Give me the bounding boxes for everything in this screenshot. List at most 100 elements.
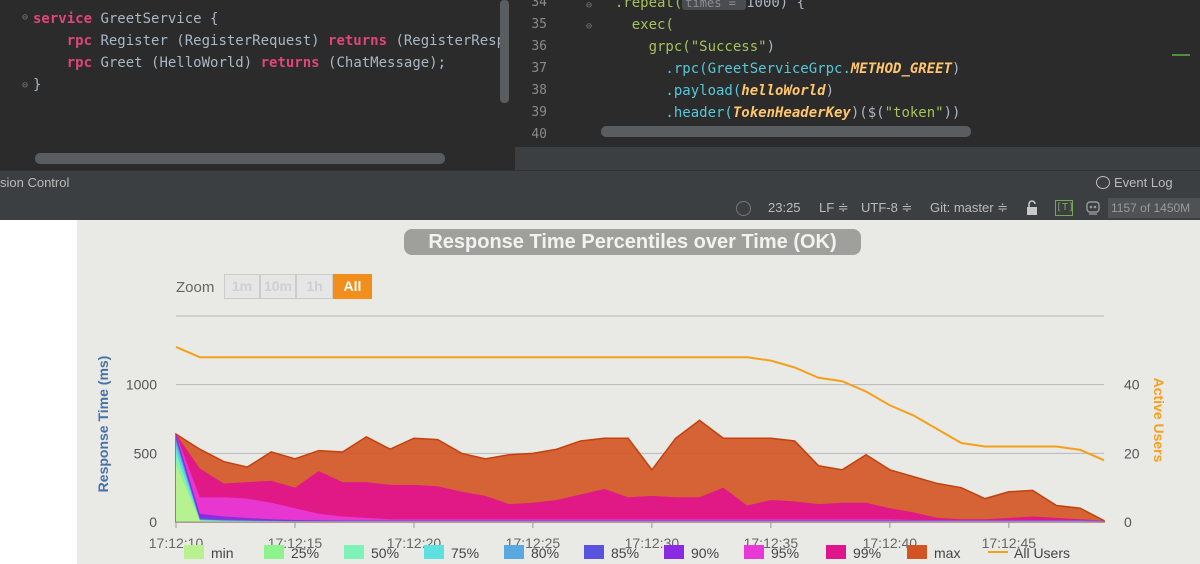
code-token: "Success" xyxy=(690,39,767,55)
scala-horizontal-scrollbar[interactable] xyxy=(601,126,971,137)
code-token: ) xyxy=(825,83,835,99)
code-token: GreetServiceGrpc. xyxy=(707,61,851,77)
code-token: ) xyxy=(952,61,961,77)
legend-swatch xyxy=(344,545,364,559)
proto-editor[interactable] xyxy=(0,0,515,170)
memory-indicator[interactable]: 1157 of 1450M xyxy=(1108,198,1200,218)
code-token: .payload( xyxy=(598,83,742,99)
code-token: METHOD_GREET xyxy=(850,61,953,77)
line-number: 38 xyxy=(531,83,547,98)
line-number: 35 xyxy=(531,17,547,32)
legend-swatch xyxy=(264,545,284,559)
encoding-selector[interactable]: UTF-8 ≑ xyxy=(861,200,913,215)
code-line[interactable]: } xyxy=(33,74,41,96)
y-tick-label: 500 xyxy=(134,445,158,461)
code-line[interactable]: .repeat(times = 1000) { xyxy=(598,0,805,14)
line-number: 36 xyxy=(531,39,547,54)
code-token: "token" xyxy=(884,105,944,121)
ide-window: service GreetService { rpc Register (Reg… xyxy=(0,0,1200,220)
proto-horizontal-scrollbar[interactable] xyxy=(35,153,445,164)
legend-label[interactable]: 80% xyxy=(531,545,559,561)
code-token: )($( xyxy=(850,105,885,121)
legend-label[interactable]: 75% xyxy=(451,545,479,561)
y2-axis-label: Active Users xyxy=(1151,378,1167,463)
y-tick-label: 0 xyxy=(149,514,157,530)
line-separator-selector[interactable]: LF ≑ xyxy=(819,200,849,215)
code-line[interactable]: .payload(helloWorld) xyxy=(598,80,834,102)
y2-tick-label: 0 xyxy=(1124,514,1132,530)
legend-swatch xyxy=(424,545,444,559)
line-number: 39 xyxy=(531,105,547,120)
code-line[interactable]: exec( xyxy=(598,14,674,36)
active-users-line xyxy=(175,345,1105,462)
legend-label[interactable]: 85% xyxy=(611,545,639,561)
legend-swatch xyxy=(744,545,764,559)
code-token: returns xyxy=(260,55,329,71)
legend-swatch xyxy=(826,545,846,559)
users-line[interactable] xyxy=(175,345,1105,462)
legend-label[interactable]: min xyxy=(211,545,234,561)
git-branch-selector[interactable]: Git: master ≑ xyxy=(930,200,1009,215)
code-token: Greet (HelloWorld) xyxy=(100,55,261,71)
zoom-button-1h[interactable]: 1h xyxy=(296,274,333,299)
legend: min 25% 50% 75% 80% 85% 90% 95% 99% max All Users xyxy=(184,545,1070,561)
code-token: .rpc( xyxy=(598,61,708,77)
y2-tick-label: 20 xyxy=(1124,445,1140,461)
code-token: TokenHeaderKey xyxy=(732,105,851,121)
inspection-icon[interactable] xyxy=(736,201,751,216)
series-area-99pct[interactable] xyxy=(176,434,1104,522)
percentile-areas xyxy=(175,419,1105,523)
legend-label[interactable]: 99% xyxy=(853,545,881,561)
proto-vertical-scrollbar[interactable] xyxy=(500,0,509,103)
series-area-95pct[interactable] xyxy=(176,434,1104,522)
code-line[interactable]: rpc Register (RegisterRequest) returns (… xyxy=(33,30,505,52)
code-token: .header( xyxy=(598,105,733,121)
legend-swatch xyxy=(184,545,204,559)
legend-swatch xyxy=(504,545,524,559)
code-token: grpc( xyxy=(598,39,691,55)
zoom-button-all[interactable]: All xyxy=(333,274,372,299)
zoom-label: Zoom xyxy=(176,279,215,296)
code-token: )) xyxy=(943,105,961,121)
code-line[interactable]: grpc("Success") xyxy=(598,36,775,58)
y-axis-label: Response Time (ms) xyxy=(95,356,111,493)
version-control-tab[interactable]: sion Control xyxy=(0,175,70,190)
code-token: helloWorld xyxy=(741,83,826,99)
fold-icon[interactable]: ⊖ xyxy=(586,21,593,32)
legend-label[interactable]: 25% xyxy=(291,545,319,561)
code-token: 1000) { xyxy=(746,0,806,11)
code-token: (ChatMessage); xyxy=(328,55,447,71)
x-tick-label: 17:12:45 xyxy=(982,535,1037,551)
hector-icon[interactable] xyxy=(1085,199,1101,217)
code-line[interactable]: .rpc(GreetServiceGrpc.METHOD_GREET) xyxy=(598,58,960,80)
type-indicator[interactable]: [T] xyxy=(1055,200,1074,216)
line-number: 37 xyxy=(531,61,547,76)
legend-label[interactable]: max xyxy=(934,545,960,561)
lock-icon[interactable] xyxy=(1025,200,1039,216)
x-tick-label: 17:12:40 xyxy=(863,535,918,551)
fold-end-icon[interactable]: ⊖ xyxy=(22,80,29,91)
code-token: } xyxy=(33,77,42,93)
code-token: returns xyxy=(328,33,396,49)
legend-swatch xyxy=(907,545,927,559)
code-line[interactable]: service GreetService { xyxy=(33,8,218,30)
fold-icon[interactable]: ⊖ xyxy=(22,12,29,23)
scala-editor[interactable] xyxy=(515,0,1200,147)
code-line[interactable]: rpc Greet (HelloWorld) returns (ChatMess… xyxy=(33,52,446,74)
code-line[interactable]: .header(TokenHeaderKey)($("token")) xyxy=(598,102,960,124)
zoom-button-1m[interactable]: 1m xyxy=(224,274,260,299)
fold-icon[interactable]: ⊖ xyxy=(586,0,593,11)
tool-window-bar: sion Control Event Log xyxy=(0,170,1200,196)
legend-label[interactable]: 50% xyxy=(371,545,399,561)
event-log-tab[interactable]: Event Log xyxy=(1096,175,1173,190)
zoom-button-10m[interactable]: 10m xyxy=(260,274,296,299)
caret-position[interactable]: 23:25 xyxy=(768,200,801,215)
code-token: rpc xyxy=(33,33,101,49)
code-token: (RegisterResp xyxy=(395,33,506,49)
legend-label[interactable]: 95% xyxy=(771,545,799,561)
y2-tick-label: 40 xyxy=(1124,377,1140,393)
code-token: ) xyxy=(766,39,776,55)
y-tick-label: 1000 xyxy=(126,377,157,393)
legend-label[interactable]: 90% xyxy=(691,545,719,561)
legend-label[interactable]: All Users xyxy=(1014,545,1070,561)
